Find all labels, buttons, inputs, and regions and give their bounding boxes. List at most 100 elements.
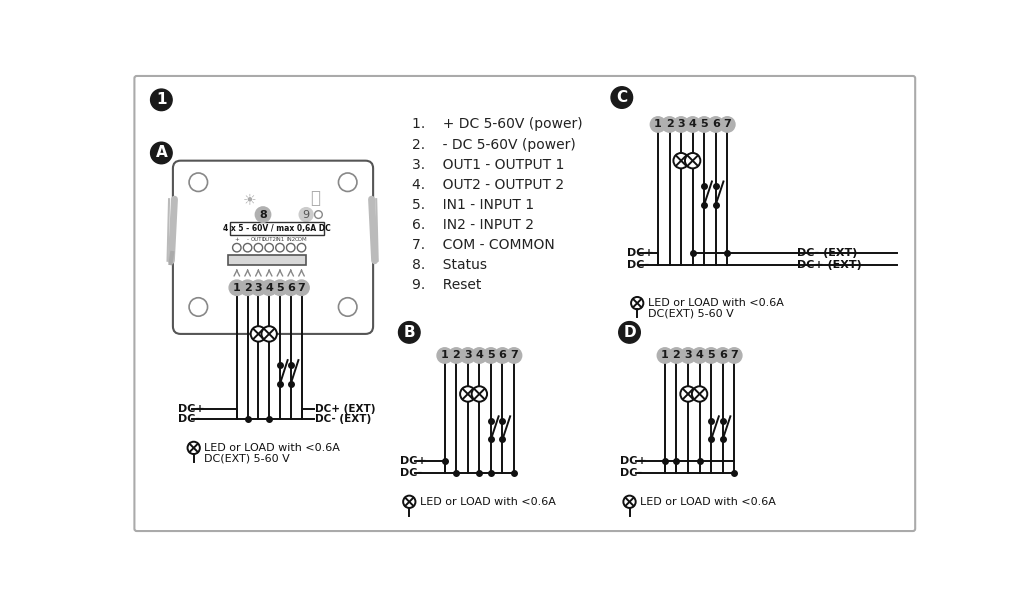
Text: IN1: IN1 xyxy=(275,237,285,242)
Text: DC+ (EXT): DC+ (EXT) xyxy=(315,404,376,413)
Text: 1: 1 xyxy=(232,282,241,293)
Circle shape xyxy=(662,117,677,132)
Text: 5: 5 xyxy=(276,282,284,293)
Circle shape xyxy=(187,442,200,454)
Text: DC(EXT) 5-60 V: DC(EXT) 5-60 V xyxy=(648,309,734,319)
Text: 3: 3 xyxy=(677,120,685,129)
Text: DC-: DC- xyxy=(178,413,201,424)
Text: OUT1: OUT1 xyxy=(251,237,266,242)
Circle shape xyxy=(189,173,208,192)
Circle shape xyxy=(189,297,208,316)
Text: 5.    IN1 - INPUT 1: 5. IN1 - INPUT 1 xyxy=(412,198,534,212)
Circle shape xyxy=(398,322,420,343)
Circle shape xyxy=(403,496,416,508)
Text: 4: 4 xyxy=(695,350,703,361)
Text: 1: 1 xyxy=(441,350,449,361)
Text: 4.    OUT2 - OUTPUT 2: 4. OUT2 - OUTPUT 2 xyxy=(412,177,564,192)
Circle shape xyxy=(437,348,453,363)
Text: 4: 4 xyxy=(689,120,696,129)
Text: DC+: DC+ xyxy=(178,404,205,413)
Circle shape xyxy=(650,117,666,132)
Text: 2: 2 xyxy=(673,350,680,361)
Circle shape xyxy=(715,348,730,363)
Text: 8: 8 xyxy=(259,210,267,219)
Circle shape xyxy=(255,207,270,222)
Text: 4 x 5 - 60V / max 0,6A DC: 4 x 5 - 60V / max 0,6A DC xyxy=(223,224,331,233)
Text: 2: 2 xyxy=(244,282,252,293)
Circle shape xyxy=(674,117,689,132)
Circle shape xyxy=(229,280,245,296)
Circle shape xyxy=(692,386,708,401)
Text: 2.    - DC 5-60V (power): 2. - DC 5-60V (power) xyxy=(412,138,575,151)
Text: DC-: DC- xyxy=(628,260,649,270)
Text: 6: 6 xyxy=(499,350,507,361)
Text: DC+: DC+ xyxy=(621,456,647,466)
Circle shape xyxy=(483,348,499,363)
Text: 2: 2 xyxy=(666,120,674,129)
FancyBboxPatch shape xyxy=(230,222,324,236)
Text: DC-: DC- xyxy=(621,468,642,478)
Circle shape xyxy=(232,243,241,252)
Circle shape xyxy=(151,89,172,111)
Text: 4: 4 xyxy=(475,350,483,361)
Text: 6: 6 xyxy=(712,120,720,129)
Text: LED or LOAD with <0.6A: LED or LOAD with <0.6A xyxy=(640,497,776,507)
Circle shape xyxy=(674,153,689,168)
Circle shape xyxy=(680,348,695,363)
Circle shape xyxy=(297,243,306,252)
Text: DC(EXT) 5-60 V: DC(EXT) 5-60 V xyxy=(205,454,290,463)
Text: 7.    COM - COMMON: 7. COM - COMMON xyxy=(412,237,554,252)
Text: 7: 7 xyxy=(723,120,731,129)
Text: 6.    IN2 - INPUT 2: 6. IN2 - INPUT 2 xyxy=(412,218,534,231)
Circle shape xyxy=(624,496,636,508)
Text: 3.    OUT1 - OUTPUT 1: 3. OUT1 - OUTPUT 1 xyxy=(412,157,564,171)
Circle shape xyxy=(460,348,475,363)
Circle shape xyxy=(696,117,712,132)
Circle shape xyxy=(265,243,273,252)
Circle shape xyxy=(631,297,643,310)
Text: D: D xyxy=(624,325,636,340)
Circle shape xyxy=(618,322,640,343)
Text: 7: 7 xyxy=(298,282,305,293)
Circle shape xyxy=(251,326,266,341)
Circle shape xyxy=(244,243,252,252)
Circle shape xyxy=(472,386,487,401)
Circle shape xyxy=(299,207,313,222)
Circle shape xyxy=(692,348,708,363)
Text: OUT2: OUT2 xyxy=(262,237,276,242)
Circle shape xyxy=(272,280,288,296)
Text: 3: 3 xyxy=(255,282,262,293)
Circle shape xyxy=(657,348,673,363)
Text: B: B xyxy=(403,325,415,340)
Circle shape xyxy=(151,142,172,163)
Text: 3: 3 xyxy=(464,350,472,361)
Text: 6: 6 xyxy=(287,282,295,293)
Text: 9: 9 xyxy=(302,210,309,219)
Circle shape xyxy=(339,297,357,316)
Text: 2: 2 xyxy=(453,350,460,361)
Text: ☀: ☀ xyxy=(243,192,257,207)
Circle shape xyxy=(261,280,276,296)
Text: IN2: IN2 xyxy=(286,237,295,242)
Circle shape xyxy=(727,348,742,363)
Circle shape xyxy=(254,243,262,252)
Text: LED or LOAD with <0.6A: LED or LOAD with <0.6A xyxy=(205,443,340,453)
Circle shape xyxy=(495,348,510,363)
Circle shape xyxy=(680,386,695,401)
Circle shape xyxy=(339,173,357,192)
Text: 6: 6 xyxy=(719,350,727,361)
Circle shape xyxy=(240,280,255,296)
Circle shape xyxy=(294,280,309,296)
Text: +: + xyxy=(234,237,240,242)
Circle shape xyxy=(685,117,700,132)
Circle shape xyxy=(287,243,295,252)
Text: DC- (EXT): DC- (EXT) xyxy=(797,248,857,258)
Circle shape xyxy=(703,348,719,363)
Text: DC+ (EXT): DC+ (EXT) xyxy=(797,260,861,270)
Text: 8.    Status: 8. Status xyxy=(412,258,486,272)
Circle shape xyxy=(283,280,298,296)
Text: 3: 3 xyxy=(684,350,692,361)
Text: 7: 7 xyxy=(510,350,518,361)
Circle shape xyxy=(611,87,633,108)
Text: C: C xyxy=(616,90,628,105)
